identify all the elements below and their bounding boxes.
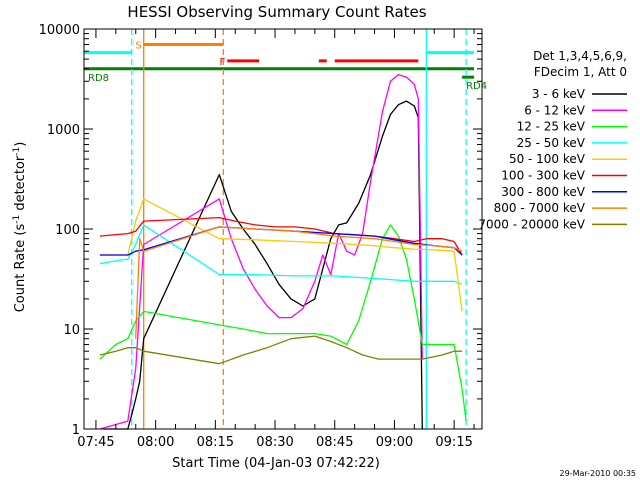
flag-label-s: S xyxy=(135,40,141,51)
series-lines xyxy=(99,73,467,430)
series-3-6-kev xyxy=(103,100,423,430)
x-tick-label-08-00: 08:00 xyxy=(137,435,174,450)
x-tick-label-08-15: 08:15 xyxy=(197,435,234,450)
series-50-100-kev xyxy=(99,198,463,312)
flag-bars: S F RD8 RD4 xyxy=(84,40,487,92)
x-tick-label-07-45: 07:45 xyxy=(77,435,114,450)
legend-header-line1: Det 1,3,4,5,6,9, xyxy=(533,49,627,63)
legend-items: 3 - 6 keV 6 - 12 keV 12 - 25 keV 25 - 50 ke… xyxy=(478,87,627,231)
y-tick-label-10: 10 xyxy=(63,323,80,338)
legend-label-7000-20000-kev: 7000 - 20000 keV xyxy=(478,217,585,231)
y-axis-label-main: Count Rate (s xyxy=(13,224,28,313)
y-axis-ticks: 1 10 100 1000 10000 xyxy=(39,23,482,438)
y-tick-label-1: 1 xyxy=(72,423,80,438)
series-6-12-kev xyxy=(99,73,423,430)
series-100-300-kev xyxy=(99,216,463,256)
legend-label-3-6-kev: 3 - 6 keV xyxy=(532,87,586,101)
x-tick-label-08-30: 08:30 xyxy=(256,435,293,450)
series-7000-20000-kev xyxy=(99,335,463,365)
flag-label-rd4: RD4 xyxy=(466,81,487,92)
flag-label-rd8: RD8 xyxy=(88,73,109,84)
x-tick-label-09-15: 09:15 xyxy=(435,435,472,450)
y-tick-label-10000: 10000 xyxy=(39,23,80,38)
x-tick-label-08-45: 08:45 xyxy=(316,435,353,450)
legend-header-line2: FDecim 1, Att 0 xyxy=(534,65,627,79)
x-axis-label: Start Time (04-Jan-03 07:42:22) xyxy=(172,456,380,471)
y-tick-label-1000: 1000 xyxy=(47,123,80,138)
y-axis-label-end: ) xyxy=(13,142,28,147)
y-axis-label-mid: detector xyxy=(13,155,28,215)
legend-label-300-800-kev: 300 - 800 keV xyxy=(501,185,585,199)
legend-label-800-7000-kev: 800 - 7000 keV xyxy=(494,201,586,215)
flag-label-f: F xyxy=(220,57,226,68)
y-tick-label-100: 100 xyxy=(55,223,80,238)
legend: Det 1,3,4,5,6,9, FDecim 1, Att 0 3 - 6 k… xyxy=(478,49,627,231)
legend-label-12-25-kev: 12 - 25 keV xyxy=(517,120,586,134)
legend-label-6-12-kev: 6 - 12 keV xyxy=(524,103,586,117)
y-axis-label: Count Rate (s-1 detector-1) xyxy=(12,142,28,313)
x-axis-ticks: 07:45 08:00 08:15 08:30 08:45 09:00 09:15 xyxy=(77,29,475,450)
y-axis-label-sup2: -1 xyxy=(12,147,22,156)
x-tick-label-09-00: 09:00 xyxy=(376,435,413,450)
legend-label-25-50-kev: 25 - 50 keV xyxy=(517,136,586,150)
legend-label-100-300-kev: 100 - 300 keV xyxy=(501,169,585,183)
y-axis-label-sup1: -1 xyxy=(12,215,22,224)
chart-title: HESSI Observing Summary Count Rates xyxy=(127,3,426,21)
legend-label-50-100-kev: 50 - 100 keV xyxy=(509,152,586,166)
timestamp: 29-Mar-2010 00:35 xyxy=(560,469,637,478)
series-12-25-kev xyxy=(99,224,467,422)
series-25-50-kev xyxy=(99,224,463,285)
series-800-7000-kev xyxy=(135,226,463,339)
